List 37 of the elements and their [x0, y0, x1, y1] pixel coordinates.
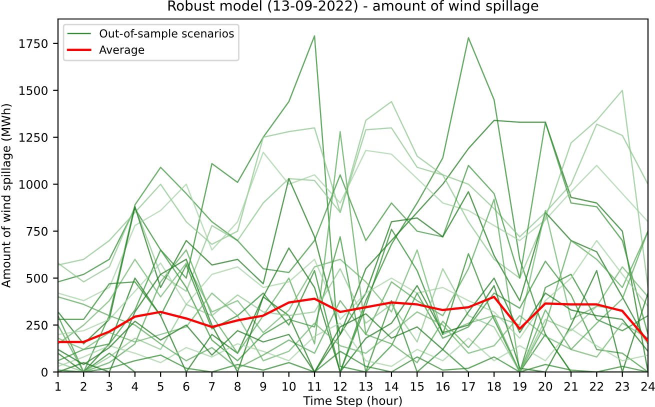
y-tick-label: 250 [26, 320, 48, 330]
y-tick-label: 1000 [20, 180, 48, 189]
x-tick-label: 19 [514, 382, 526, 391]
y-tick-label: 500 [26, 274, 48, 283]
x-tick-label: 18 [488, 382, 501, 391]
x-tick-label: 14 [385, 382, 398, 391]
x-tick-label: 2 [80, 382, 86, 391]
y-axis-title: Amount of wind spillage (MWh) [1, 104, 13, 288]
x-tick-label: 10 [282, 382, 296, 391]
y-tick-label: 1750 [20, 39, 48, 48]
x-tick-label: 21 [564, 382, 578, 391]
y-tick-label: 1250 [20, 133, 48, 142]
y-tick-label: 0 [42, 368, 48, 377]
x-tick-label: 23 [616, 382, 629, 391]
x-axis-title: Time Step (hour) [303, 396, 402, 407]
legend-label: Average [99, 46, 144, 56]
x-tick-label: 3 [106, 382, 112, 391]
x-tick-label: 9 [260, 382, 266, 391]
y-tick-label: 1500 [20, 86, 48, 96]
x-tick-label: 17 [462, 382, 475, 391]
x-tick-label: 16 [436, 382, 450, 391]
x-tick-label: 24 [641, 382, 655, 391]
x-tick-label: 1 [56, 382, 61, 391]
x-tick-label: 20 [538, 382, 552, 391]
x-tick-label: 5 [158, 382, 164, 391]
y-tick-label: 750 [26, 226, 48, 236]
x-tick-label: 4 [132, 382, 138, 391]
x-tick-label: 13 [360, 382, 372, 391]
x-tick-label: 7 [209, 382, 215, 391]
x-tick-label: 15 [410, 382, 424, 391]
x-tick-label: 22 [590, 382, 604, 391]
chart-title: Robust model (13-09-2022) - amount of wind spillage [168, 0, 538, 14]
x-tick-label: 6 [183, 382, 190, 391]
legend-label: Out-of-sample scenarios [100, 29, 234, 40]
x-tick-label: 8 [234, 382, 241, 391]
x-tick-label: 12 [334, 382, 347, 391]
x-tick-label: 11 [308, 382, 321, 391]
